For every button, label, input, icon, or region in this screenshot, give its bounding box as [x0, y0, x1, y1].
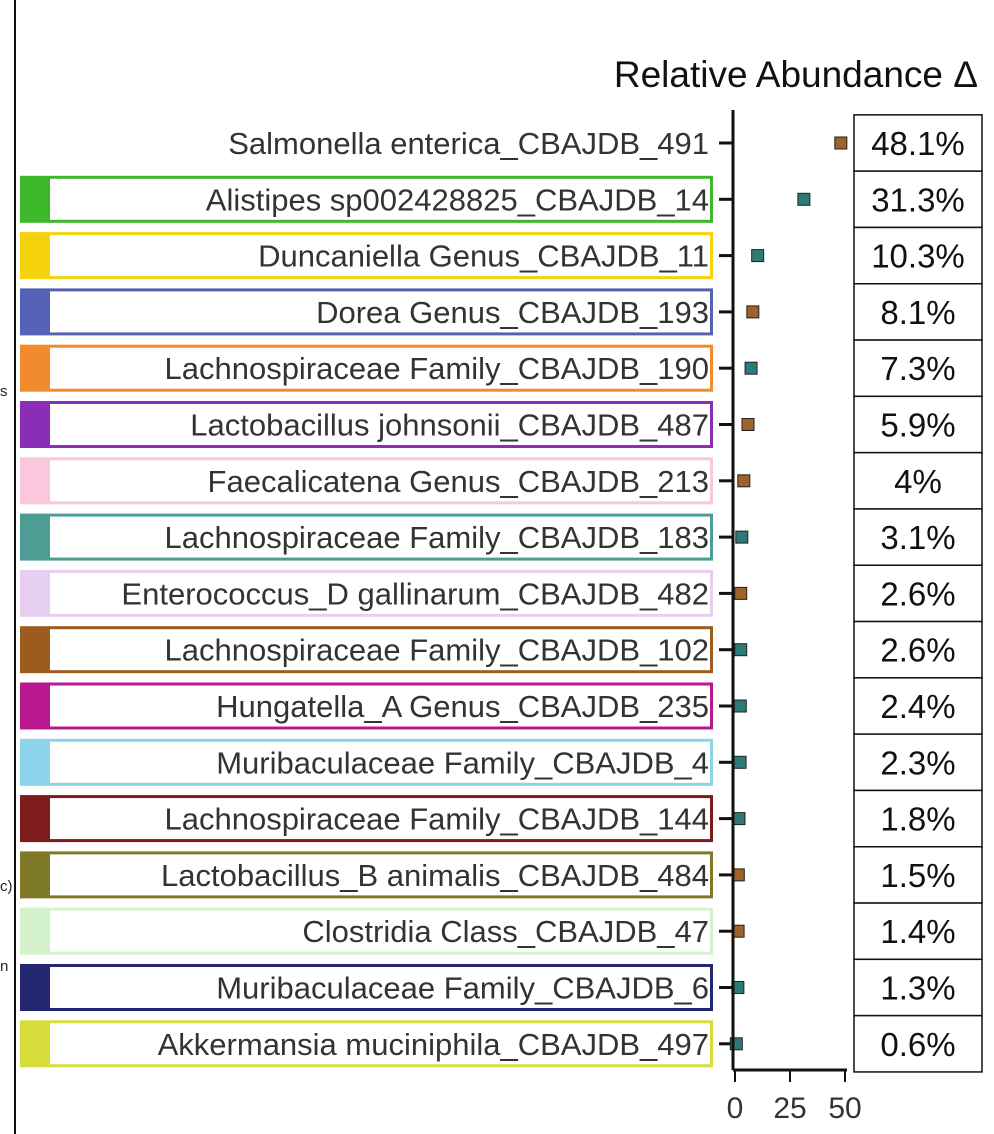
label-box: [20, 232, 713, 280]
x-tick-label: 25: [773, 1092, 806, 1125]
category-label: Lactobacillus_B animalis_CBAJDB_484: [161, 858, 709, 893]
value-cell: [853, 114, 983, 172]
label-color-swatch: [20, 740, 50, 785]
value-label: 7.3%: [880, 350, 955, 387]
data-point: [733, 699, 747, 713]
value-label: 4%: [894, 463, 942, 500]
category-label: Salmonella enterica_CBAJDB_491: [228, 126, 709, 161]
label-box: [20, 401, 713, 448]
value-label: 5.9%: [880, 407, 955, 444]
value-label: 0.6%: [880, 1026, 955, 1063]
value-cell: [853, 226, 983, 285]
data-point: [744, 361, 758, 375]
label-color-swatch: [20, 402, 50, 447]
value-cell: [853, 958, 983, 1017]
category-label: Faecalicatena Genus_CBAJDB_213: [208, 464, 709, 499]
value-cell: [853, 902, 983, 961]
label-color-swatch: [20, 289, 50, 334]
edge-text-fragment: c): [0, 878, 13, 895]
data-point: [751, 249, 765, 263]
label-box: [20, 738, 713, 786]
label-box: [20, 626, 713, 674]
data-point: [734, 643, 748, 657]
x-axis-ticks: 0 25 50: [727, 1070, 862, 1125]
data-point: [834, 136, 848, 150]
label-color-swatch: [20, 796, 50, 841]
category-label: Muribaculaceae Family_CBAJDB_4: [216, 745, 709, 780]
category-label: Lachnospiraceae Family_CBAJDB_144: [164, 802, 709, 837]
x-tick-label: 0: [727, 1092, 744, 1125]
chart-title: Relative Abundance Δ: [614, 54, 978, 95]
value-label: 48.1%: [871, 125, 965, 162]
value-cell: [853, 733, 983, 792]
edge-text-fragment: n: [0, 958, 9, 975]
category-label: Alistipes sp002428825_CBAJDB_14: [206, 182, 709, 217]
label-color-swatch: [20, 965, 50, 1010]
data-point: [733, 755, 747, 769]
label-box: [20, 682, 713, 730]
category-label: Hungatella_A Genus_CBAJDB_235: [216, 689, 709, 724]
category-label: Akkermansia muciniphila_CBAJDB_497: [158, 1027, 709, 1062]
label-color-swatch: [20, 852, 50, 897]
value-label: 2.6%: [880, 632, 955, 669]
data-point: [737, 474, 751, 488]
value-label: 1.4%: [880, 913, 955, 950]
label-box: [20, 851, 713, 899]
label-box: [20, 513, 713, 561]
value-cell: [853, 846, 983, 904]
label-box: [20, 344, 713, 392]
label-color-swatch: [20, 684, 50, 728]
label-box: [20, 175, 713, 223]
label-color-swatch: [20, 233, 50, 278]
value-cell: [853, 620, 983, 679]
data-point: [735, 530, 749, 544]
value-label: 1.5%: [880, 857, 955, 894]
data-point: [741, 418, 755, 431]
category-label: Duncaniella Genus_CBAJDB_11: [258, 239, 709, 274]
data-point: [732, 812, 746, 826]
value-cell: [853, 283, 983, 341]
label-box: [20, 907, 713, 955]
label-color-swatch: [20, 458, 50, 503]
edge-text-fragment: s: [0, 383, 8, 400]
data-point: [734, 586, 748, 600]
label-color-swatch: [20, 571, 50, 616]
value-label: 2.3%: [880, 744, 955, 781]
category-label: Lachnospiraceae Family_CBAJDB_102: [164, 633, 709, 668]
label-color-swatch: [20, 177, 50, 222]
label-color-swatch: [20, 1021, 50, 1066]
category-label: Lachnospiraceae Family_CBAJDB_190: [164, 351, 709, 386]
x-tick-label: 50: [828, 1092, 861, 1125]
category-label: Lachnospiraceae Family_CBAJDB_183: [164, 520, 709, 555]
label-box: [20, 1020, 713, 1068]
value-cell: [853, 789, 983, 848]
label-color-swatch: [20, 627, 50, 672]
label-box: [20, 964, 713, 1011]
value-label: 2.6%: [880, 575, 955, 612]
chart-rows: Salmonella enterica_CBAJDB_491 48.1% Alist…: [20, 114, 983, 1073]
value-cell: [853, 1014, 983, 1073]
label-box: [20, 457, 713, 505]
label-color-swatch: [20, 515, 50, 560]
category-label: Dorea Genus_CBAJDB_193: [316, 295, 709, 330]
label-color-swatch: [20, 909, 50, 954]
value-cell: [853, 508, 983, 567]
value-label: 10.3%: [871, 238, 965, 275]
value-cell: [853, 170, 983, 229]
category-label: Lactobacillus johnsonii_CBAJDB_487: [190, 408, 709, 443]
category-label: Clostridia Class_CBAJDB_47: [302, 914, 709, 949]
data-point: [797, 192, 811, 206]
data-point: [746, 305, 760, 319]
label-color-swatch: [20, 346, 50, 391]
category-label: Muribaculaceae Family_CBAJDB_6: [216, 971, 709, 1006]
value-label: 31.3%: [871, 181, 965, 218]
value-label: 8.1%: [880, 294, 955, 331]
value-label: 1.8%: [880, 801, 955, 838]
value-cell: [853, 395, 983, 454]
value-label: 3.1%: [880, 519, 955, 556]
value-label: 2.4%: [880, 688, 955, 725]
category-label: Enterococcus_D gallinarum_CBAJDB_482: [121, 576, 709, 611]
value-label: 1.3%: [880, 970, 955, 1007]
